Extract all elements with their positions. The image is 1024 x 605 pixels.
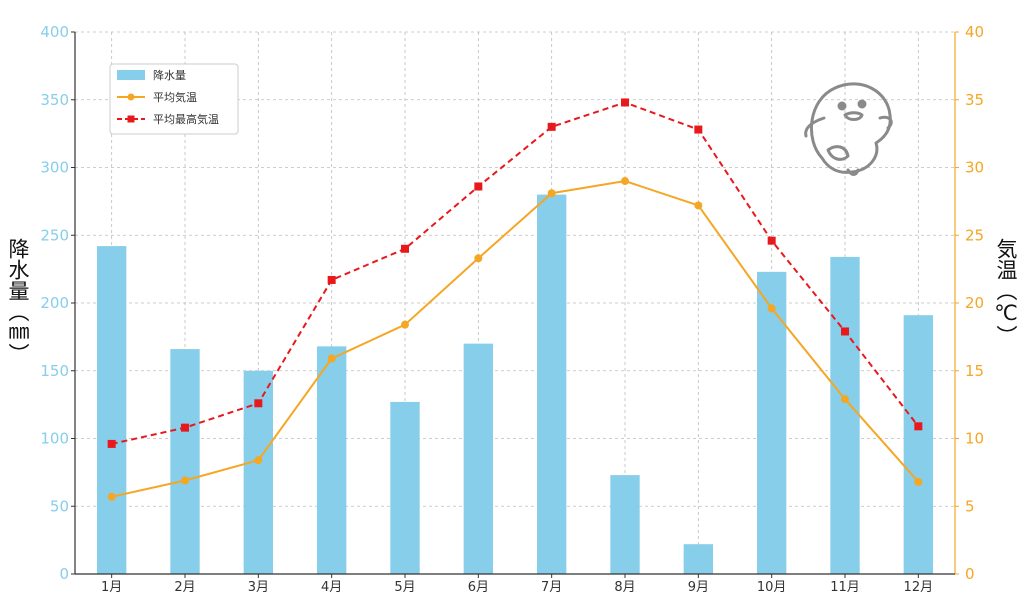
y-right-tick-label: 5 xyxy=(965,497,975,515)
y-left-tick-label: 0 xyxy=(59,565,69,583)
temperature-lines xyxy=(107,98,923,501)
avg-temp-point xyxy=(254,456,263,465)
x-tick-label: 3月 xyxy=(248,580,269,595)
x-tick-label: 11月 xyxy=(830,580,860,595)
axes xyxy=(71,31,959,578)
avg-temp-point xyxy=(474,254,483,263)
avg-temp-point xyxy=(767,304,776,313)
legend-label-temp: 平均気温 xyxy=(153,90,197,104)
avg-temp-point xyxy=(181,476,189,485)
max-temp-point xyxy=(621,98,629,107)
legend-swatch-precip xyxy=(117,70,145,80)
y-left-tick-label: 150 xyxy=(40,362,69,380)
y-right-tick-label: 40 xyxy=(965,23,984,41)
max-temp-point xyxy=(327,275,336,284)
max-temp-line xyxy=(111,101,920,445)
y-left-tick-label: 200 xyxy=(40,294,69,312)
y-left-tick-label: 100 xyxy=(40,430,69,448)
avg-temp-point xyxy=(107,492,116,501)
tick-labels: 0 50 100 150 200 250 300 350 400 0 5 10 15 20 25 30 35 40… xyxy=(40,23,984,595)
x-tick-label: 6月 xyxy=(468,580,489,595)
avg-temp-point xyxy=(841,395,849,404)
y-right-tick-label: 30 xyxy=(965,159,984,177)
max-temp-point xyxy=(767,236,776,245)
max-temp-point xyxy=(181,423,189,432)
x-tick-label: 12月 xyxy=(904,580,934,595)
x-tick-label: 5月 xyxy=(394,580,415,595)
x-tick-label: 9月 xyxy=(688,580,709,595)
y-left-label: 降水量（㎜） xyxy=(6,238,30,364)
ghost-mascot-icon xyxy=(804,82,893,176)
precip-bar xyxy=(537,194,567,574)
max-temp-point xyxy=(547,122,556,131)
y-right-tick-label: 15 xyxy=(965,362,984,380)
max-temp-point xyxy=(694,125,703,134)
precip-bar xyxy=(757,271,787,574)
avg-temp-point xyxy=(694,201,703,210)
max-temp-point xyxy=(914,422,923,431)
x-tick-label: 1月 xyxy=(101,580,122,595)
y-right-label: 気温（℃） xyxy=(994,238,1018,346)
precip-bar xyxy=(830,256,860,574)
precip-bar xyxy=(610,475,640,574)
precip-bar xyxy=(97,246,127,574)
legend: 降水量 平均気温 平均最高気温 xyxy=(109,63,239,135)
legend-box xyxy=(109,63,239,135)
precip-bar xyxy=(463,343,493,574)
max-temp-point xyxy=(841,327,849,336)
max-temp-point xyxy=(474,182,483,191)
avg-temp-line xyxy=(111,180,920,498)
y-left-tick-label: 50 xyxy=(50,497,69,515)
x-tick-label: 10月 xyxy=(757,580,787,595)
y-right-tick-label: 25 xyxy=(965,226,984,244)
y-left-tick-label: 250 xyxy=(40,226,69,244)
y-right-tick-label: 10 xyxy=(965,430,984,448)
x-tick-label: 7月 xyxy=(541,580,562,595)
legend-label-max-temp: 平均最高気温 xyxy=(153,112,219,126)
max-temp-point xyxy=(254,399,263,408)
y-right-tick-label: 35 xyxy=(965,91,984,109)
precip-bar xyxy=(683,544,713,574)
max-temp-point xyxy=(107,439,116,448)
max-temp-point xyxy=(401,244,409,253)
y-left-tick-label: 400 xyxy=(40,23,69,41)
precip-bar xyxy=(390,401,420,574)
precip-bar xyxy=(170,349,200,574)
x-tick-label: 8月 xyxy=(614,580,635,595)
avg-temp-point xyxy=(401,320,409,329)
avg-temp-point xyxy=(621,177,629,186)
x-tick-label: 4月 xyxy=(321,580,342,595)
precip-bar xyxy=(903,315,933,574)
precipitation-bars xyxy=(97,194,933,574)
legend-marker-temp xyxy=(127,93,135,101)
y-right-tick-label: 0 xyxy=(965,565,975,583)
avg-temp-point xyxy=(914,477,923,486)
y-right-tick-label: 20 xyxy=(965,294,984,312)
y-left-tick-label: 300 xyxy=(40,159,69,177)
legend-marker-max-temp xyxy=(127,115,135,123)
precip-bar xyxy=(317,346,347,574)
avg-temp-point xyxy=(547,189,556,198)
y-left-tick-label: 350 xyxy=(40,91,69,109)
avg-temp-point xyxy=(327,354,336,363)
legend-label-precip: 降水量 xyxy=(153,68,186,82)
x-tick-label: 2月 xyxy=(174,580,195,595)
